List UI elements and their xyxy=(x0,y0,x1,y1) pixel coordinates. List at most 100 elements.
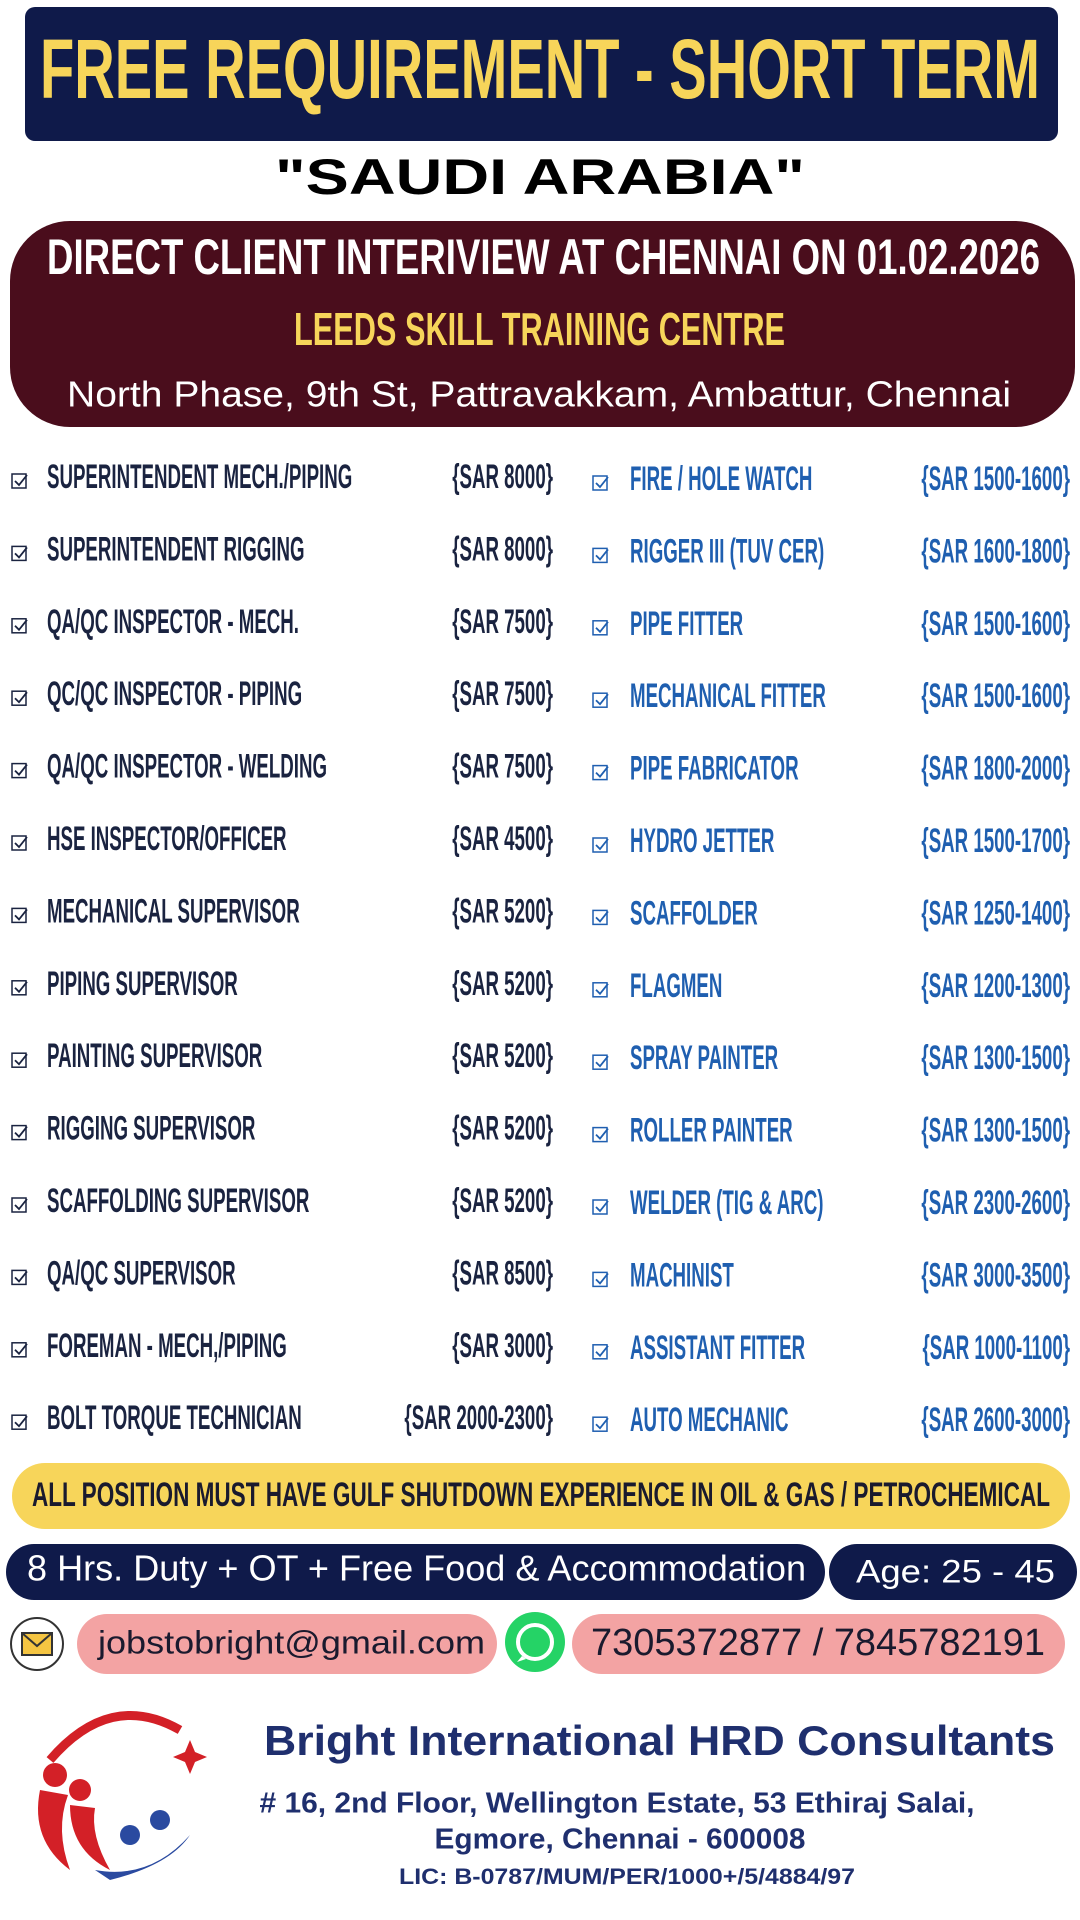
company-address: Egmore, Chennai - 600008 xyxy=(435,1824,806,1856)
job-title: ASSISTANT FITTER xyxy=(630,1328,805,1366)
checkbox-icon xyxy=(592,982,609,998)
job-salary: {SAR 8500} xyxy=(452,1253,553,1291)
job-salary: {SAR 1000-1100} xyxy=(922,1328,1070,1366)
job-title: SUPERINTENDENT RIGGING xyxy=(47,529,305,567)
notice-text: ALL POSITION MUST HAVE GULF SHUTDOWN EXP… xyxy=(32,1476,1050,1514)
checkbox-icon xyxy=(11,618,28,634)
checkbox-icon xyxy=(11,1414,28,1430)
job-salary: {SAR 2300-2600} xyxy=(921,1183,1070,1221)
company-address: # 16, 2nd Floor, Wellington Estate, 53 E… xyxy=(260,1788,975,1820)
checkbox-icon xyxy=(11,473,28,489)
venue-banner xyxy=(10,221,1075,427)
job-salary: {SAR 4500} xyxy=(452,819,553,857)
title-banner xyxy=(25,7,1058,141)
checkbox-icon xyxy=(11,980,28,996)
job-salary: {SAR 3000} xyxy=(452,1326,553,1364)
job-title: FLAGMEN xyxy=(630,966,722,1004)
email-text: jobstobright@gmail.com xyxy=(97,1624,485,1660)
job-salary: {SAR 5200} xyxy=(452,964,553,1002)
checkbox-icon xyxy=(592,1054,609,1070)
job-salary: {SAR 1200-1300} xyxy=(921,966,1070,1004)
job-salary: {SAR 5200} xyxy=(452,1036,553,1074)
job-title: FOREMAN - MECH,/PIPING xyxy=(47,1326,287,1364)
job-salary: {SAR 1500-1600} xyxy=(921,676,1070,714)
job-title: MECHANICAL FITTER xyxy=(630,676,826,714)
checkbox-icon xyxy=(11,907,28,924)
interview-line: DIRECT CLIENT INTERIVIEW AT CHENNAI ON 0… xyxy=(47,229,1040,285)
checkbox-icon xyxy=(592,837,609,853)
job-title: PIPE FITTER xyxy=(630,604,743,642)
job-salary: {SAR 2000-2300} xyxy=(404,1398,553,1436)
duty-pill xyxy=(6,1544,825,1600)
job-title: RIGGING SUPERVISOR xyxy=(47,1109,256,1147)
job-title: QA/QC SUPERVISOR xyxy=(47,1253,236,1291)
job-title: HSE INSPECTOR/OFFICER xyxy=(47,819,287,857)
job-salary: {SAR 1300-1500} xyxy=(921,1111,1070,1149)
job-title: AUTO MECHANIC xyxy=(630,1400,789,1438)
checkbox-icon xyxy=(11,545,28,562)
job-salary: {SAR 1250-1400} xyxy=(921,893,1070,931)
job-salary: {SAR 7500} xyxy=(452,674,553,712)
job-title: QA/QC INSPECTOR - WELDING xyxy=(47,747,327,785)
checkbox-icon xyxy=(592,620,609,636)
job-title: QC/QC INSPECTOR - PIPING xyxy=(47,674,302,712)
job-title: FIRE / HOLE WATCH xyxy=(630,459,812,497)
job-salary: {SAR 1500-1600} xyxy=(921,604,1070,642)
venue-name: LEEDS SKILL TRAINING CENTRE xyxy=(294,303,785,355)
checkbox-icon xyxy=(592,909,609,926)
job-salary: {SAR 7500} xyxy=(452,747,553,785)
checkbox-icon xyxy=(11,835,28,851)
company-name: Bright International HRD Consultants xyxy=(264,1717,1055,1764)
notice-pill xyxy=(12,1463,1070,1529)
checkbox-icon xyxy=(592,547,609,564)
job-title: SUPERINTENDENT MECH./PIPING xyxy=(47,457,352,495)
checkbox-icon xyxy=(592,1344,609,1360)
job-salary: {SAR 8000} xyxy=(452,457,553,495)
job-salary: {SAR 8000} xyxy=(452,529,553,567)
job-salary: {SAR 1500-1600} xyxy=(921,459,1070,497)
phone-text: 7305372877 / 7845782191 xyxy=(591,1622,1045,1664)
job-title: PAINTING SUPERVISOR xyxy=(47,1036,262,1074)
checkbox-icon xyxy=(11,1342,28,1358)
checkbox-icon xyxy=(592,1271,609,1288)
email-pill xyxy=(77,1614,497,1674)
duty-text: 8 Hrs. Duty + OT + Free Food & Accommoda… xyxy=(27,1548,806,1589)
checkbox-icon xyxy=(11,1197,28,1213)
job-salary: {SAR 3000-3500} xyxy=(921,1255,1070,1293)
job-title: PIPE FABRICATOR xyxy=(630,749,799,787)
mail-icon xyxy=(10,1617,64,1671)
job-salary: {SAR 1300-1500} xyxy=(921,1038,1070,1076)
phone-pill xyxy=(572,1614,1065,1674)
job-title: MECHANICAL SUPERVISOR xyxy=(47,891,300,929)
age-text: Age: 25 - 45 xyxy=(856,1553,1055,1589)
job-title: SCAFFOLDING SUPERVISOR xyxy=(47,1181,310,1219)
checkbox-icon xyxy=(592,1126,609,1143)
checkbox-icon xyxy=(592,692,609,708)
job-salary: {SAR 1600-1800} xyxy=(921,531,1070,569)
headline: FREE REQUIREMENT - SHORT TERM xyxy=(40,22,1040,116)
job-salary: {SAR 7500} xyxy=(452,602,553,640)
checkbox-icon xyxy=(592,764,609,781)
venue-address: North Phase, 9th St, Pattravakkam, Ambat… xyxy=(67,374,1011,415)
checkbox-icon xyxy=(592,1199,609,1215)
age-pill xyxy=(829,1544,1077,1600)
company-logo xyxy=(38,1711,207,1880)
checkbox-icon xyxy=(592,1416,609,1432)
checkbox-icon xyxy=(592,475,609,491)
job-title: QA/QC INSPECTOR - MECH. xyxy=(47,602,299,640)
checkbox-icon xyxy=(11,1124,28,1141)
checkbox-icon xyxy=(11,762,28,779)
checkbox-icon xyxy=(11,1269,28,1286)
checkbox-icon xyxy=(11,1052,28,1068)
job-title: MACHINIST xyxy=(630,1255,734,1293)
job-title: RIGGER III (TUV CER) xyxy=(630,531,824,569)
checkbox-icon xyxy=(11,690,28,706)
job-title: ROLLER PAINTER xyxy=(630,1111,793,1149)
job-salary: {SAR 1500-1700} xyxy=(921,821,1070,859)
whatsapp-icon xyxy=(505,1612,565,1672)
job-title: PIPING SUPERVISOR xyxy=(47,964,238,1002)
job-salary: {SAR 1800-2000} xyxy=(921,749,1070,787)
job-salary: {SAR 5200} xyxy=(452,891,553,929)
